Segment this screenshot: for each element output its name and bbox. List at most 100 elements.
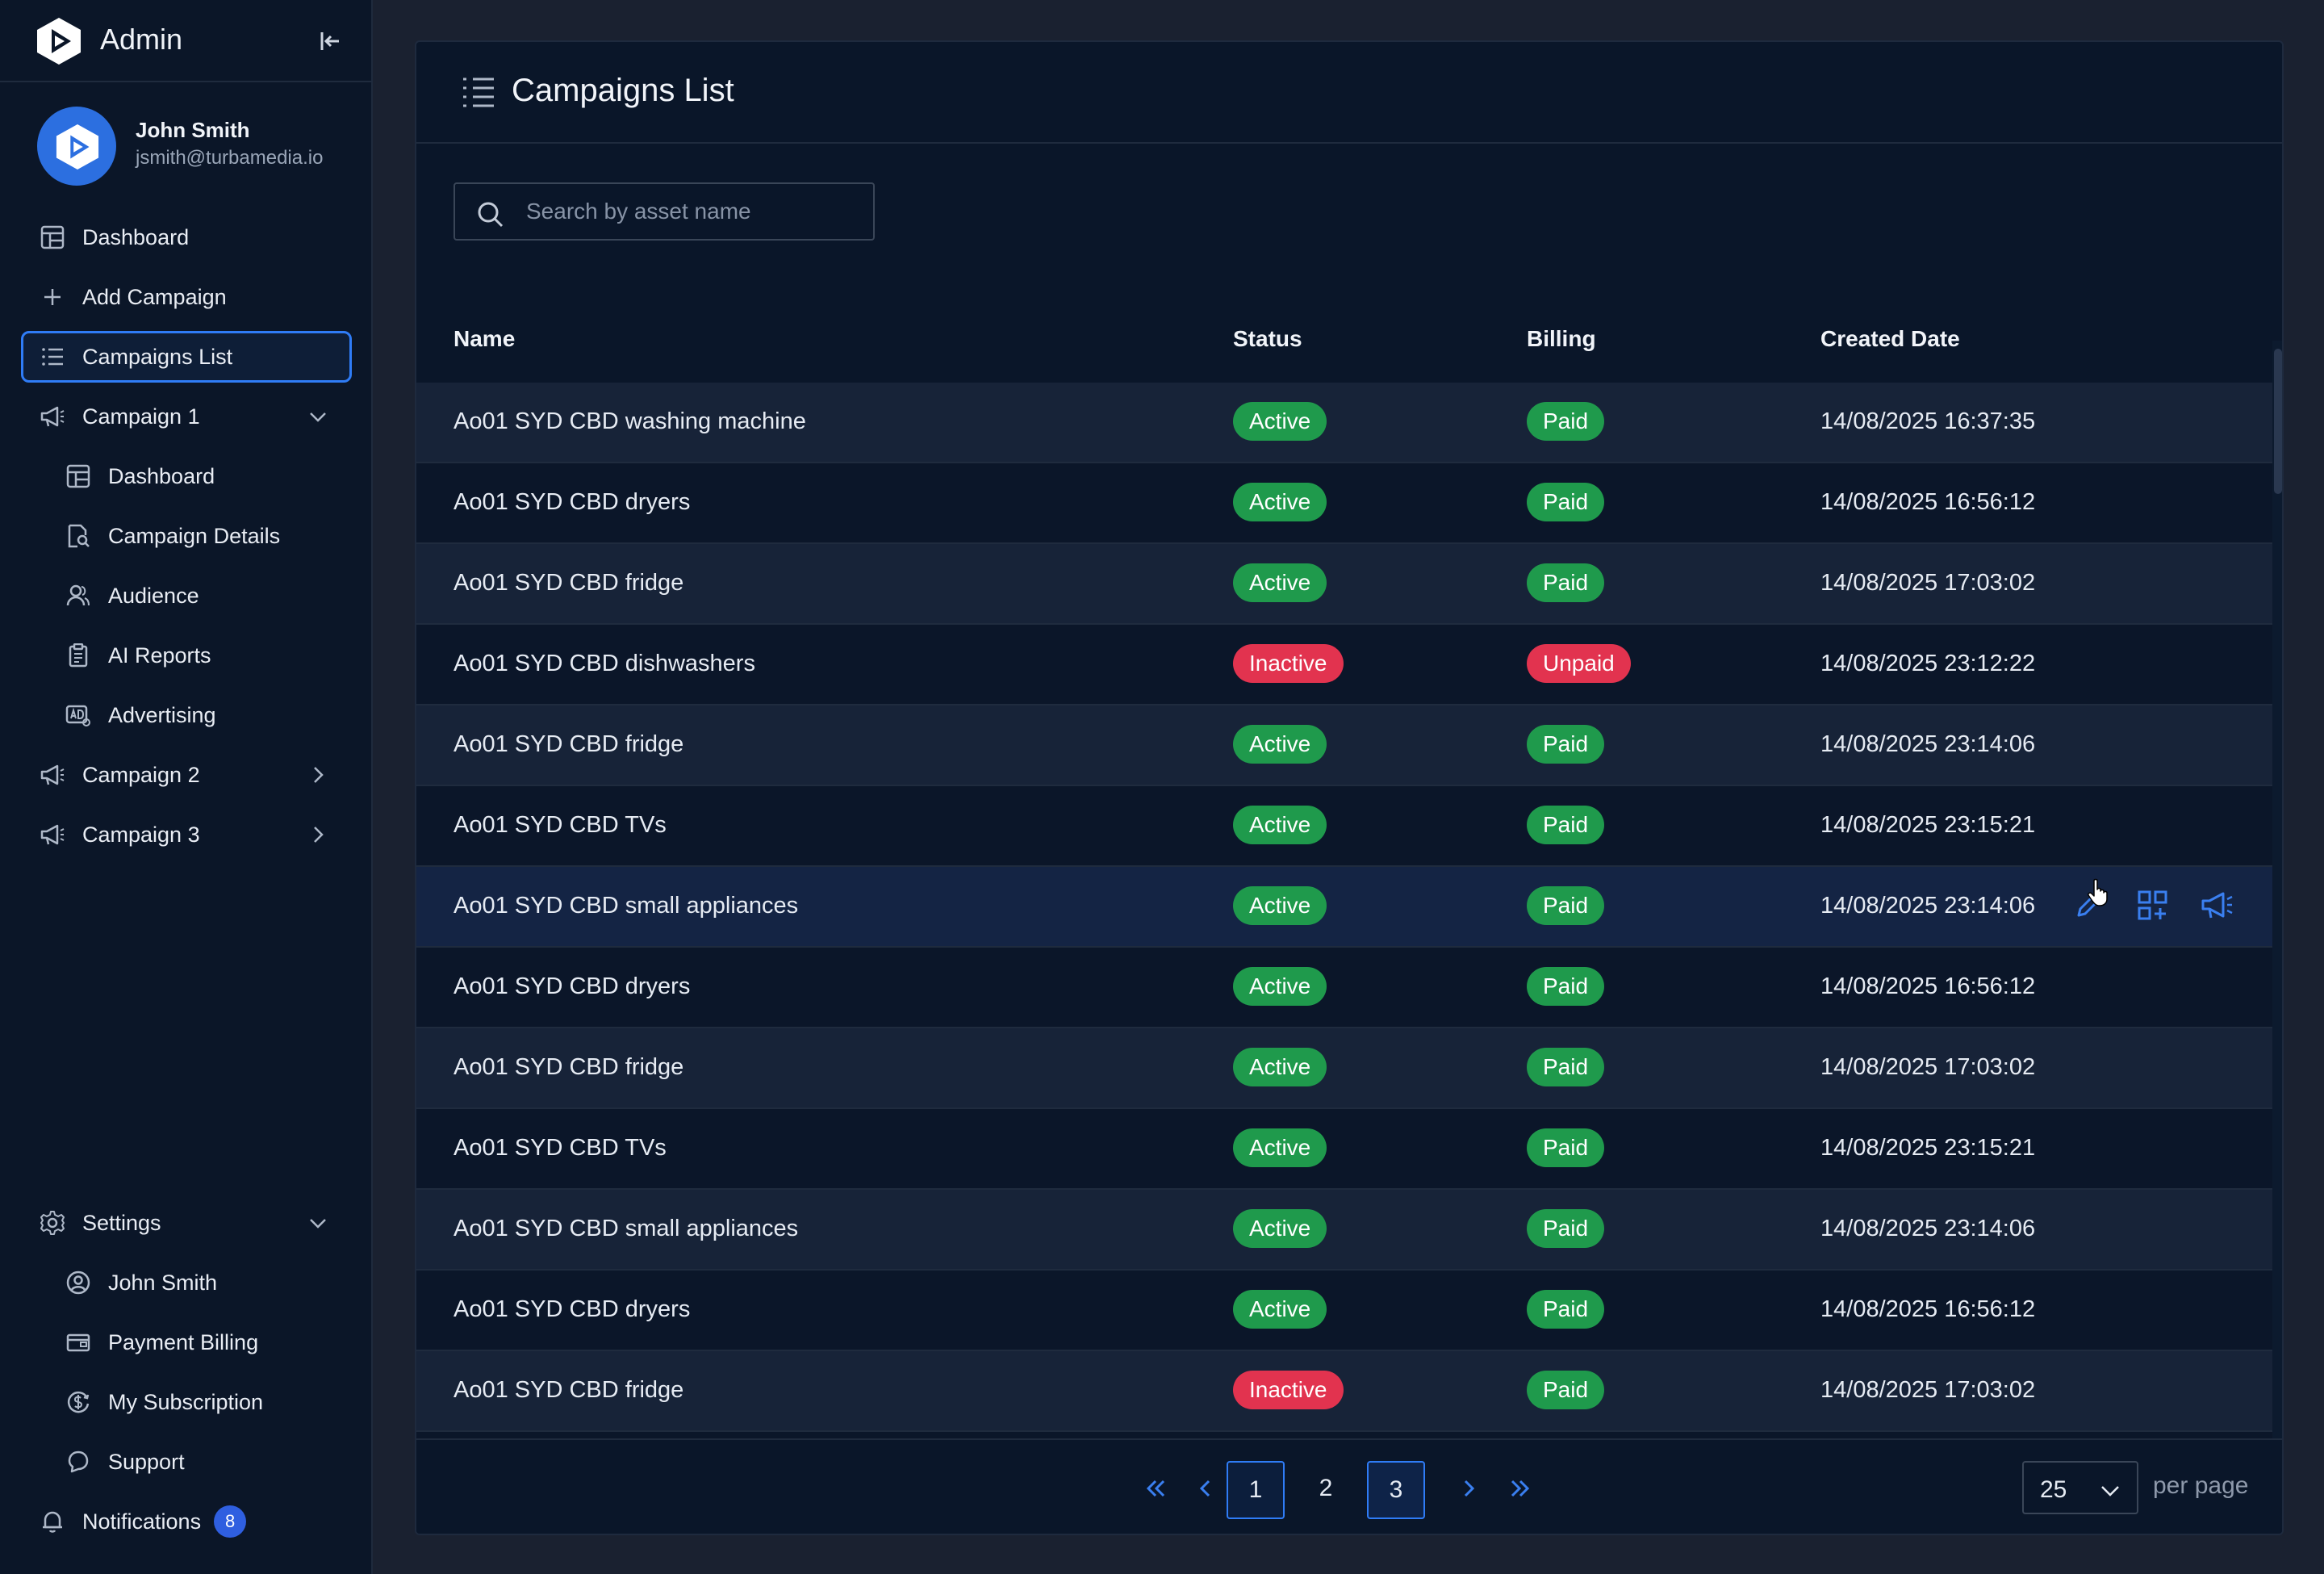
nav-settings-label: Settings: [82, 1210, 161, 1235]
chevron-down-icon[interactable]: [307, 1212, 329, 1234]
table-row[interactable]: Ao01 SYD CBD small appliances Active Paid 1…: [416, 867, 2272, 948]
per-page-select[interactable]: 25: [2022, 1461, 2138, 1514]
nav-sub-label: Payment Billing: [108, 1329, 259, 1354]
created-date-cell: 14/08/2025 23:14:06: [1820, 1216, 2036, 1241]
nav-campaign-3[interactable]: Campaign 3: [21, 809, 352, 860]
created-date-cell: 14/08/2025 17:03:02: [1820, 1377, 2036, 1403]
table-row[interactable]: Ao01 SYD CBD fridge Active Paid 14/08/2025 …: [416, 705, 2272, 786]
campaign-name-cell: Ao01 SYD CBD dryers: [454, 1296, 691, 1322]
billing-badge: Paid: [1527, 967, 1605, 1006]
table-body: Ao01 SYD CBD washing machine Active Paid 14…: [416, 341, 2272, 1479]
table-row[interactable]: Ao01 SYD CBD washing machine Active Paid 14…: [416, 383, 2272, 463]
search-icon: [478, 202, 504, 228]
nav-ai-reports[interactable]: AI Reports: [21, 630, 352, 681]
nav-sub-label: My Subscription: [108, 1389, 264, 1414]
billing-badge: Paid: [1527, 1371, 1605, 1409]
page-3-button[interactable]: 3: [1367, 1461, 1425, 1519]
campaign-name-cell: Ao01 SYD CBD dryers: [454, 973, 691, 999]
table-row[interactable]: Ao01 SYD CBD TVs Active Paid 14/08/2025 23:…: [416, 1109, 2272, 1190]
nav-notifications[interactable]: Notifications 8: [21, 1496, 352, 1547]
megaphone-icon[interactable]: [2200, 888, 2235, 923]
billing-badge: Paid: [1527, 1209, 1605, 1248]
grid-add-icon[interactable]: [2135, 888, 2171, 923]
nav-add-campaign-label: Add Campaign: [82, 284, 227, 309]
nav-campaign-1-dashboard[interactable]: Dashboard: [21, 450, 352, 502]
nav-my-subscription[interactable]: My Subscription: [21, 1376, 352, 1428]
campaigns-panel: Campaigns List Name Status Billing Creat…: [415, 40, 2284, 1535]
page-1-button[interactable]: 1: [1227, 1461, 1285, 1519]
next-page-icon[interactable]: [1456, 1476, 1482, 1501]
nav-support[interactable]: Support: [21, 1436, 352, 1488]
nav-dashboard-label: Dashboard: [82, 224, 190, 249]
user-email: jsmith@turbamedia.io: [136, 147, 324, 169]
column-header-billing[interactable]: Billing: [1527, 326, 1596, 351]
created-date-cell: 14/08/2025 23:15:21: [1820, 812, 2036, 838]
nav-sub-label: Campaign Details: [108, 523, 281, 548]
first-page-icon[interactable]: [1143, 1476, 1168, 1501]
campaign-name-cell: Ao01 SYD CBD fridge: [454, 570, 684, 596]
billing-badge: Unpaid: [1527, 644, 1631, 683]
table-row[interactable]: Ao01 SYD CBD fridge Inactive Paid 14/08/202…: [416, 1351, 2272, 1432]
table-scrollbar[interactable]: [2272, 341, 2282, 1479]
wallet-icon: [65, 1329, 92, 1356]
table-header: Name Status Billing Created Date: [416, 300, 2272, 381]
billing-badge: Paid: [1527, 806, 1605, 844]
logo-icon: [37, 18, 81, 65]
status-badge: Active: [1233, 806, 1327, 844]
table-scrollbar-thumb[interactable]: [2274, 349, 2282, 494]
column-header-status[interactable]: Status: [1233, 326, 1302, 351]
nav-payment-billing[interactable]: Payment Billing: [21, 1317, 352, 1368]
user-circle-icon: [65, 1269, 92, 1296]
status-badge: Active: [1233, 725, 1327, 764]
search-box[interactable]: [454, 182, 875, 241]
created-date-cell: 14/08/2025 23:14:06: [1820, 893, 2036, 919]
campaign-name-cell: Ao01 SYD CBD fridge: [454, 1054, 684, 1080]
nav-campaign-details[interactable]: Campaign Details: [21, 510, 352, 562]
nav-audience[interactable]: Audience: [21, 570, 352, 622]
created-date-cell: 14/08/2025 16:56:12: [1820, 1296, 2036, 1322]
status-badge: Active: [1233, 402, 1327, 441]
column-header-created-date[interactable]: Created Date: [1820, 326, 1960, 351]
campaign-name-cell: Ao01 SYD CBD fridge: [454, 731, 684, 757]
column-header-name[interactable]: Name: [454, 326, 516, 351]
chevron-right-icon[interactable]: [307, 823, 329, 846]
table-row[interactable]: Ao01 SYD CBD dishwashers Inactive Unpaid 14…: [416, 625, 2272, 705]
chevron-down-icon[interactable]: [307, 405, 329, 428]
table-row[interactable]: Ao01 SYD CBD dryers Active Paid 14/08/2025 …: [416, 948, 2272, 1028]
avatar-logo-icon: [56, 124, 99, 170]
nav-add-campaign[interactable]: Add Campaign: [21, 271, 352, 323]
page-2-button[interactable]: 2: [1319, 1475, 1333, 1501]
user-profile[interactable]: John Smith jsmith@turbamedia.io: [37, 107, 360, 187]
search-input[interactable]: [526, 184, 865, 239]
table-row[interactable]: Ao01 SYD CBD dryers Active Paid 14/08/2025 …: [416, 463, 2272, 544]
nav-settings[interactable]: Settings: [21, 1197, 352, 1249]
subscription-icon: [65, 1388, 92, 1416]
nav-dashboard[interactable]: Dashboard: [21, 211, 352, 263]
table-row[interactable]: Ao01 SYD CBD fridge Active Paid 14/08/2025 …: [416, 1028, 2272, 1109]
table-row[interactable]: Ao01 SYD CBD small appliances Active Paid 1…: [416, 1190, 2272, 1271]
created-date-cell: 14/08/2025 16:56:12: [1820, 973, 2036, 999]
nav-account[interactable]: John Smith: [21, 1257, 352, 1308]
nav-campaign-2[interactable]: Campaign 2: [21, 749, 352, 801]
collapse-sidebar-icon[interactable]: [316, 27, 344, 55]
created-date-cell: 14/08/2025 17:03:02: [1820, 570, 2036, 596]
nav-campaign-1[interactable]: Campaign 1: [21, 391, 352, 442]
previous-page-icon[interactable]: [1193, 1476, 1218, 1501]
last-page-icon[interactable]: [1507, 1476, 1533, 1501]
nav-campaigns-list[interactable]: Campaigns List: [21, 331, 352, 383]
table-row[interactable]: Ao01 SYD CBD TVs Active Paid 14/08/2025 23:…: [416, 786, 2272, 867]
table-row[interactable]: Ao01 SYD CBD fridge Active Paid 14/08/2025 …: [416, 544, 2272, 625]
table-row[interactable]: Ao01 SYD CBD dryers Active Paid 14/08/2025 …: [416, 1271, 2272, 1351]
chevron-right-icon[interactable]: [307, 764, 329, 786]
nav-advertising[interactable]: Advertising: [21, 689, 352, 741]
document-search-icon: [65, 522, 92, 550]
campaign-name-cell: Ao01 SYD CBD dishwashers: [454, 651, 755, 676]
created-date-cell: 14/08/2025 23:14:06: [1820, 731, 2036, 757]
nav-campaign-1-label: Campaign 1: [82, 404, 200, 429]
billing-badge: Paid: [1527, 1290, 1605, 1329]
nav-sub-label: Support: [108, 1449, 185, 1474]
list-icon: [39, 343, 66, 370]
campaign-name-cell: Ao01 SYD CBD dryers: [454, 489, 691, 515]
nav-sub-label: Audience: [108, 583, 199, 608]
campaign-name-cell: Ao01 SYD CBD TVs: [454, 812, 667, 838]
